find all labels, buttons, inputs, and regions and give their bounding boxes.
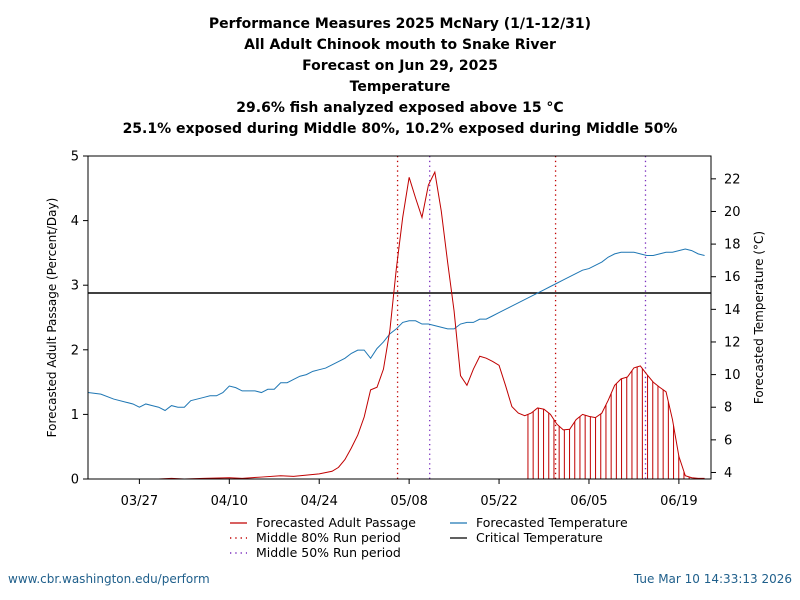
x-tick-label: 05/22	[480, 494, 517, 509]
x-tick-label: 03/27	[121, 494, 158, 509]
chart-title-line: Performance Measures 2025 McNary (1/1-12…	[209, 16, 591, 32]
chart-title-line: 29.6% fish analyzed exposed above 15 °C	[236, 100, 563, 116]
temperature-line	[87, 248, 705, 412]
y-right-tick-label: 10	[724, 368, 741, 383]
x-tick-label: 06/05	[570, 494, 607, 509]
legend-label: Middle 80% Run period	[256, 530, 401, 545]
chart-title-line: Forecast on Jun 29, 2025	[302, 58, 498, 74]
footer-source: www.cbr.washington.edu/perform	[8, 572, 210, 586]
footer-timestamp: Tue Mar 10 14:33:13 2026	[633, 572, 792, 586]
y-left-tick-label: 4	[71, 214, 79, 229]
legend-label: Forecasted Temperature	[476, 515, 628, 530]
y-left-tick-label: 2	[71, 343, 79, 358]
x-tick-label: 06/19	[660, 494, 697, 509]
y-right-tick-label: 4	[724, 466, 732, 481]
y-left-axis-label: Forecasted Adult Passage (Percent/Day)	[45, 198, 59, 438]
legend-label: Forecasted Adult Passage	[256, 515, 416, 530]
chart-title-line: All Adult Chinook mouth to Snake River	[244, 37, 556, 53]
passage-line	[139, 170, 705, 480]
y-right-tick-label: 22	[724, 172, 741, 187]
legend-label: Critical Temperature	[476, 530, 603, 545]
x-tick-label: 04/24	[300, 494, 337, 509]
y-right-tick-label: 14	[724, 303, 741, 318]
chart-title-line: 25.1% exposed during Middle 80%, 10.2% e…	[123, 121, 678, 137]
legend-label: Middle 50% Run period	[256, 545, 401, 560]
y-right-tick-label: 16	[724, 270, 741, 285]
y-right-axis-label: Forecasted Temperature (°C)	[752, 231, 766, 404]
x-tick-label: 05/08	[390, 494, 427, 509]
x-tick-label: 04/10	[211, 494, 248, 509]
y-right-tick-label: 12	[724, 335, 741, 350]
y-right-tick-label: 20	[724, 205, 741, 220]
y-left-tick-label: 3	[71, 279, 79, 294]
y-left-tick-label: 1	[71, 408, 79, 423]
y-right-tick-label: 18	[724, 238, 741, 253]
y-right-tick-label: 6	[724, 433, 732, 448]
plot-frame	[87, 155, 712, 480]
y-left-tick-label: 5	[71, 150, 79, 165]
y-right-tick-label: 8	[724, 401, 732, 416]
chart-title-line: Temperature	[350, 79, 451, 95]
y-left-tick-label: 0	[71, 473, 79, 488]
